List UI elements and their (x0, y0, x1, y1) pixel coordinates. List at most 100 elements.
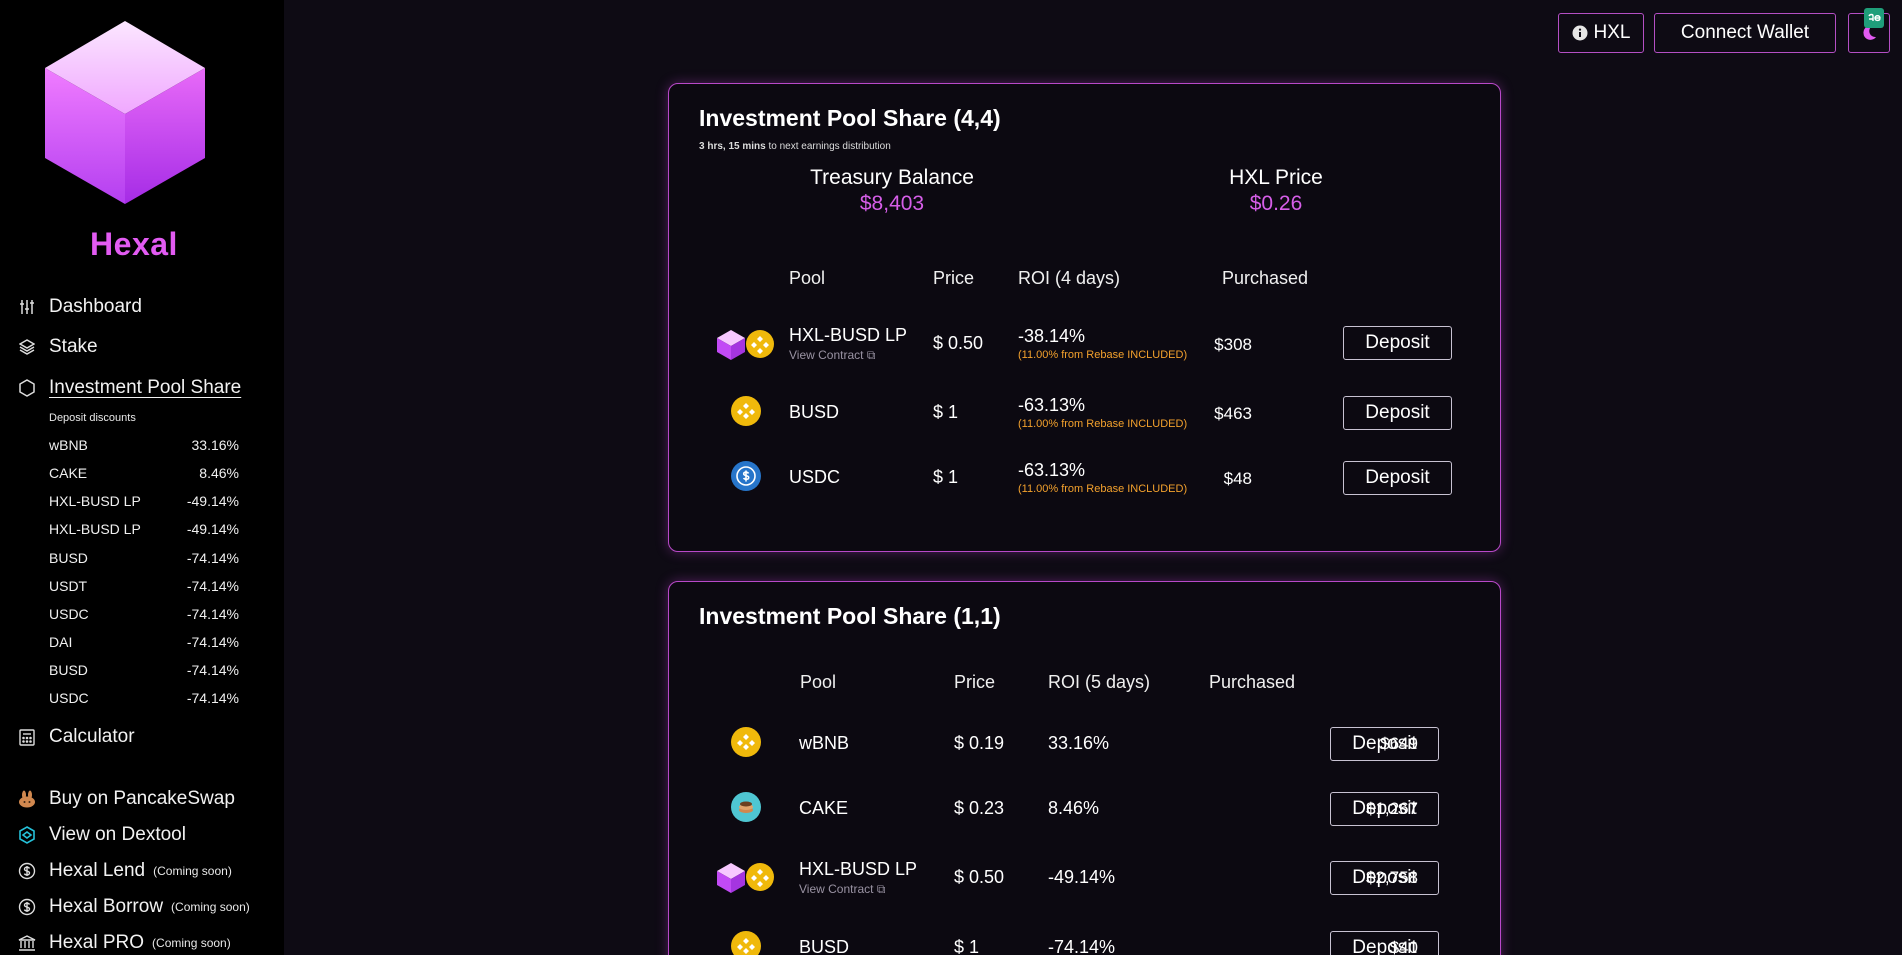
pool-purchased: $40 (1389, 938, 1418, 955)
pool-price: $ 0.50 (954, 867, 1005, 887)
col-header-purchased: Purchased (1222, 268, 1309, 288)
discount-row[interactable]: BUSD -74.14% (49, 550, 239, 566)
discount-value: -49.14% (186, 521, 239, 537)
pool-purchased: $463 (1214, 404, 1252, 423)
pool-roi: -74.14% (1048, 937, 1116, 955)
view-contract-link[interactable]: View Contract ⧉ (789, 348, 907, 363)
connect-wallet-button[interactable]: Connect Wallet (1654, 13, 1836, 53)
pool-price: $ 1 (933, 402, 959, 422)
hxl-price-label: HXL Price (1229, 166, 1323, 189)
pool-purchased: $2,758 (1366, 868, 1418, 887)
discount-value: -74.14% (186, 550, 239, 566)
view-contract-text: View Contract (799, 882, 874, 896)
nav-buy-pancakeswap[interactable]: Buy on PancakeSwap (18, 788, 235, 810)
discount-name: BUSD (49, 550, 88, 566)
discount-row[interactable]: CAKE 8.46% (49, 465, 239, 481)
pool-price: $ 0.23 (954, 798, 1005, 818)
discount-name: USDT (49, 578, 88, 594)
deposit-button[interactable]: Deposit (1343, 396, 1452, 430)
discount-value: -74.14% (186, 606, 239, 622)
col-header-price: Price (954, 672, 996, 692)
discount-row[interactable]: USDT -74.14% (49, 578, 239, 594)
discount-row[interactable]: USDC -74.14% (49, 606, 239, 622)
pancakeswap-bunny-icon (18, 790, 36, 808)
coming-soon-badge: (Coming soon) (152, 936, 231, 950)
treasury-balance-label: Treasury Balance (810, 166, 974, 189)
deposit-button[interactable]: Deposit (1343, 326, 1452, 360)
roi-value: -38.14% (1018, 326, 1086, 346)
pool-roi: 33.16% (1048, 733, 1110, 753)
nav-dashboard-label: Dashboard (49, 296, 142, 317)
roi-value: -63.13% (1018, 395, 1086, 415)
nav-hexal-lend-label: Hexal Lend (49, 860, 146, 881)
connect-wallet-label: Connect Wallet (1680, 22, 1810, 43)
extension-badge-icon[interactable] (1864, 8, 1884, 28)
col-header-pool: Pool (800, 672, 837, 692)
discount-name: DAI (49, 634, 73, 650)
nav-hexal-pro[interactable]: Hexal PRO (Coming soon) (18, 932, 231, 954)
col-header-price: Price (933, 268, 975, 288)
sliders-icon (18, 298, 36, 316)
nav-calculator[interactable]: Calculator (18, 726, 135, 748)
nav-hexal-lend[interactable]: Hexal Lend (Coming soon) (18, 860, 232, 882)
pool-purchased: $649 (1380, 734, 1418, 753)
deposit-button[interactable]: Deposit (1330, 792, 1439, 826)
pool-purchased: $308 (1214, 335, 1252, 354)
moon-icon (1860, 24, 1878, 42)
cake-icon (731, 792, 761, 822)
pool-name: BUSD (789, 402, 840, 422)
nav-view-dextool[interactable]: View on Dextool (18, 824, 186, 846)
discount-row[interactable]: HXL-BUSD LP -49.14% (49, 493, 239, 509)
col-header-roi: ROI (5 days) (1048, 672, 1151, 692)
discount-row[interactable]: wBNB 33.16% (49, 437, 239, 453)
discount-name: HXL-BUSD LP (49, 493, 141, 509)
nav-view-dextool-label: View on Dextool (49, 824, 186, 845)
external-link-icon: ⧉ (876, 882, 886, 896)
brand-name: Hexal (90, 226, 178, 262)
deposit-button[interactable]: Deposit (1330, 861, 1439, 895)
pool-roi: -49.14% (1048, 867, 1116, 887)
pool-price: $ 1 (954, 937, 980, 955)
col-header-roi: ROI (4 days) (1018, 268, 1121, 288)
nav-dashboard[interactable]: Dashboard (18, 296, 142, 318)
rebase-note: (11.00% from Rebase INCLUDED) (1018, 418, 1188, 430)
countdown-text: to next earnings distribution (765, 141, 891, 152)
discount-row[interactable]: HXL-BUSD LP -49.14% (49, 521, 239, 537)
hxl-busd-lp-icon (715, 327, 777, 361)
discount-name: USDC (49, 690, 89, 706)
pool-roi: -63.13% (11.00% from Rebase INCLUDED) (1018, 460, 1187, 495)
nav-hexal-borrow-label: Hexal Borrow (49, 896, 164, 917)
coming-soon-badge: (Coming soon) (171, 900, 250, 914)
pool-price: $ 0.50 (933, 333, 984, 353)
dextools-icon (18, 826, 36, 844)
nav-calculator-label: Calculator (49, 726, 135, 747)
pool-price: $ 1 (933, 467, 959, 487)
discount-row[interactable]: BUSD -74.14% (49, 662, 239, 678)
deposit-discounts-title: Deposit discounts (49, 412, 136, 424)
deposit-button[interactable]: Deposit (1330, 931, 1439, 955)
pool-name-text: HXL-BUSD LP (789, 325, 908, 345)
pool-purchased: $1,267 (1366, 799, 1418, 818)
nav-investment-pool-share[interactable]: Investment Pool Share (18, 377, 241, 399)
hexal-logo[interactable] (40, 16, 210, 206)
treasury-balance: Treasury Balance $8,403 (772, 166, 1012, 216)
nav-buy-pancakeswap-label: Buy on PancakeSwap (49, 788, 235, 809)
hxl-token-button[interactable]: HXL (1558, 13, 1644, 53)
discount-row[interactable]: USDC -74.14% (49, 690, 239, 706)
nav-stake-label: Stake (49, 336, 98, 357)
view-contract-link[interactable]: View Contract ⧉ (799, 882, 917, 897)
investment-pool-card-1-1: Investment Pool Share (1,1) Pool Price R… (668, 581, 1501, 955)
pool-name: BUSD (799, 937, 850, 955)
discount-value: 33.16% (191, 437, 239, 453)
layers-icon (18, 338, 36, 356)
discount-value: -49.14% (186, 493, 239, 509)
deposit-button[interactable]: Deposit (1343, 461, 1452, 495)
nav-hexal-borrow[interactable]: Hexal Borrow (Coming soon) (18, 896, 250, 918)
nav-stake[interactable]: Stake (18, 336, 98, 358)
deposit-button[interactable]: Deposit (1330, 727, 1439, 761)
sidebar: Hexal Dashboard Stake Investment Pool Sh… (0, 0, 284, 955)
discount-row[interactable]: DAI -74.14% (49, 634, 239, 650)
pool-purchased: $48 (1223, 469, 1252, 488)
rebase-note: (11.00% from Rebase INCLUDED) (1018, 349, 1188, 361)
discount-value: -74.14% (186, 634, 239, 650)
